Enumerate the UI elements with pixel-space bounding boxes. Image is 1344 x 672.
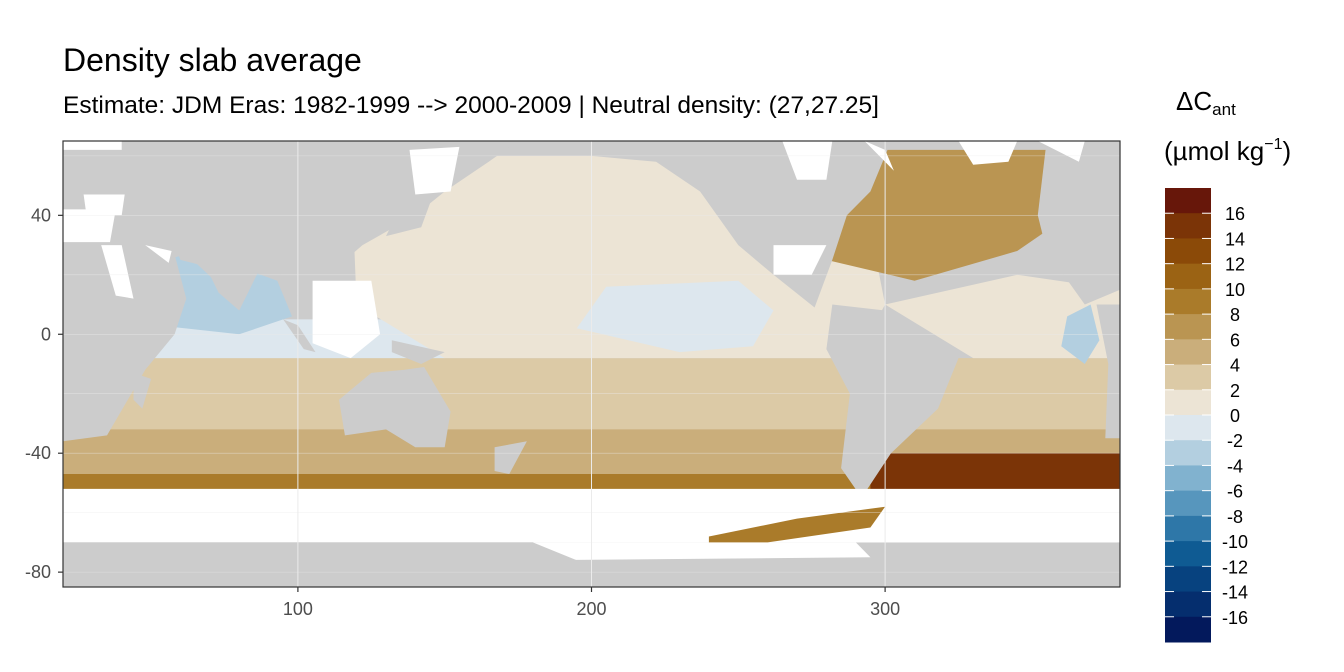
- legend-swatch: [1165, 465, 1211, 492]
- no-data-black-sea: [83, 194, 125, 216]
- no-data-okhotsk: [409, 146, 460, 195]
- legend-label: -2: [1227, 431, 1243, 451]
- no-data-red-sea: [101, 245, 134, 299]
- legend-label: -12: [1222, 557, 1248, 577]
- island-new-guinea: [391, 340, 445, 364]
- no-data-labrador-edge: [1037, 141, 1085, 162]
- legend-swatch: [1165, 389, 1211, 416]
- legend-label: 0: [1230, 406, 1240, 426]
- no-data-weddell: [855, 512, 1120, 543]
- continent-africa-east-edge: [1096, 304, 1120, 439]
- legend-swatch: [1165, 415, 1211, 441]
- x-tick-label: 300: [870, 599, 900, 619]
- legend-swatch: [1165, 616, 1211, 643]
- legend-label: -8: [1227, 507, 1243, 527]
- y-tick-label: -80: [25, 562, 51, 582]
- continent-south-america: [826, 304, 959, 498]
- legend-swatch: [1165, 566, 1211, 593]
- legend-label: -14: [1222, 583, 1248, 603]
- chart-subtitle: Estimate: JDM Eras: 1982-1999 --> 2000-2…: [63, 92, 879, 119]
- legend-label: -16: [1222, 608, 1248, 628]
- legend-label: 12: [1225, 255, 1245, 275]
- legend-swatch: [1165, 339, 1211, 366]
- x-tick-label: 200: [576, 599, 606, 619]
- legend-swatch: [1165, 364, 1211, 391]
- map-panel: [63, 141, 1120, 587]
- legend-label: 10: [1225, 280, 1245, 300]
- continent-australia: [339, 367, 451, 448]
- axes: 100 200 300 -80 -40 0 40: [25, 140, 1121, 619]
- legend-label: 4: [1230, 356, 1240, 376]
- y-tick-label: 0: [41, 324, 51, 344]
- island-madagascar: [133, 372, 152, 409]
- legend-colorbar: 16 14 12 10 8 6 4 2 0 -2 -4 -6 -8 -10 -12 -14 -16: [1165, 188, 1248, 643]
- ocean-region-weddell-shelf: [708, 506, 886, 543]
- legend-swatch: [1165, 263, 1211, 290]
- legend-swatch: [1165, 440, 1211, 466]
- legend-title-variable: ΔCant: [1176, 86, 1236, 119]
- x-tick-label: 100: [283, 599, 313, 619]
- y-tick-label: -40: [25, 443, 51, 463]
- legend-swatch: [1165, 188, 1211, 214]
- no-data-indonesia: [312, 280, 381, 359]
- legend-title-unit: (µmol kg−1): [1164, 136, 1292, 166]
- ocean-region-south-atlantic-southern-ocean: [870, 453, 1120, 498]
- legend-label: 14: [1225, 229, 1245, 249]
- legend-swatch: [1165, 238, 1211, 265]
- no-data-ross: [532, 542, 871, 561]
- legend-label: 2: [1230, 381, 1240, 401]
- legend-swatch: [1165, 490, 1211, 517]
- no-data-baffin: [864, 141, 894, 171]
- legend-label: -6: [1227, 482, 1243, 502]
- ocean-band-atlantic-tropics: [885, 274, 1120, 359]
- no-data-nordic: [958, 141, 1018, 165]
- island-sumatra: [283, 319, 316, 353]
- no-data-arctic-left: [63, 141, 122, 150]
- legend-swatch: [1165, 515, 1211, 542]
- chart-title: Density slab average: [63, 42, 362, 78]
- continent-antarctica: [63, 542, 1120, 587]
- legend-swatch: [1165, 591, 1211, 618]
- continent-eurasia: [63, 141, 519, 299]
- y-tick-label: 40: [31, 205, 51, 225]
- continent-africa: [63, 215, 187, 442]
- island-japan: [386, 203, 430, 237]
- no-data-persian-gulf: [145, 245, 172, 263]
- legend-swatch: [1165, 213, 1211, 239]
- legend-label: -10: [1222, 532, 1248, 552]
- legend-label: 16: [1225, 204, 1245, 224]
- legend-swatch: [1165, 541, 1211, 567]
- island-new-zealand: [494, 441, 527, 474]
- continent-europe-africa-east: [1037, 141, 1120, 305]
- no-data-hudson: [782, 141, 833, 180]
- no-data-gulf: [773, 245, 827, 275]
- legend-label: 8: [1230, 305, 1240, 325]
- legend-label: -4: [1227, 456, 1243, 476]
- legend-swatch: [1165, 314, 1211, 340]
- no-data-mediterranean: [63, 209, 116, 243]
- legend-swatch: [1165, 288, 1211, 315]
- legend-label: 6: [1230, 330, 1240, 350]
